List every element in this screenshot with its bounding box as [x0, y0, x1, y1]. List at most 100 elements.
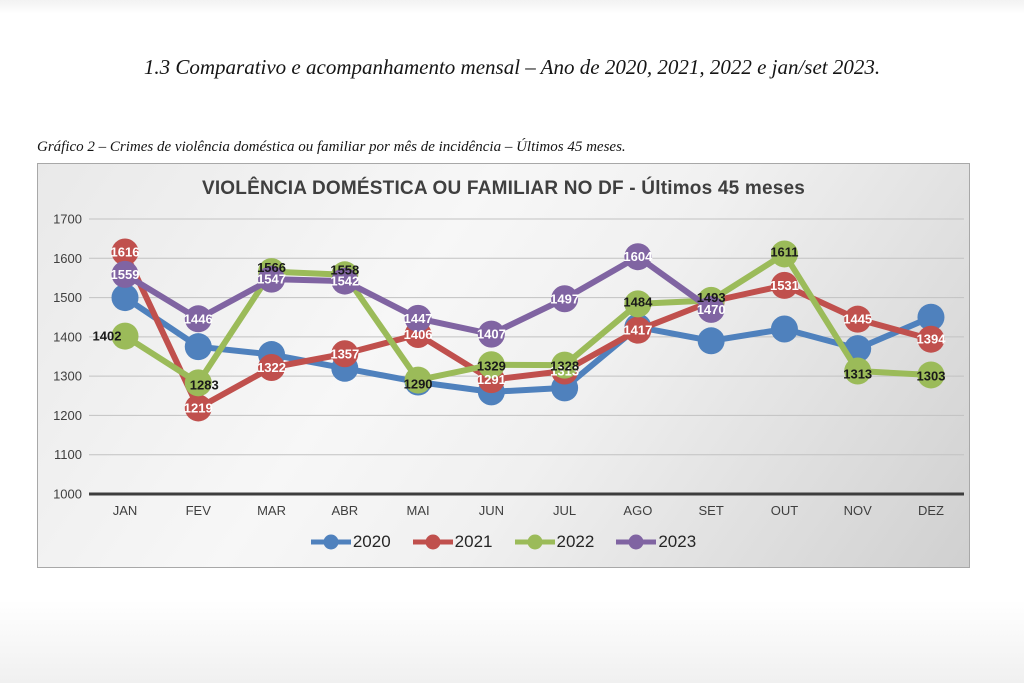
y-axis-label-1300: 1300 [53, 369, 82, 384]
data-label-2023-JUL: 1497 [550, 291, 579, 306]
data-label-2022-FEV: 1283 [190, 377, 219, 392]
data-point-2020-OUT [770, 315, 798, 343]
data-label-2023-ABR: 1542 [330, 274, 359, 289]
data-label-2022-NOV: 1313 [843, 367, 872, 382]
x-axis-label-MAR: MAR [257, 503, 286, 518]
data-label-2021-MAR: 1322 [257, 360, 286, 375]
data-point-2022-OUT [770, 240, 798, 268]
legend-marker-2022 [514, 534, 555, 550]
data-label-2022-ABR: 1558 [330, 262, 359, 277]
data-point-2023-SET [697, 295, 725, 323]
y-axis-label-1700: 1700 [53, 212, 82, 227]
data-point-2023-JUN [477, 320, 505, 348]
data-point-2022-JAN [111, 322, 139, 350]
legend-marker-2023 [616, 534, 657, 550]
data-label-2023-JUN: 1407 [477, 327, 506, 342]
page-top-shade [0, 0, 1024, 14]
legend-item-2022: 2022 [514, 532, 595, 552]
data-label-2021-NOV: 1445 [843, 312, 872, 327]
chart-legend: 2020 2021 2022 2023 [38, 532, 969, 552]
data-point-2022-DEZ [917, 361, 945, 389]
data-point-2023-ABR [331, 267, 359, 295]
data-point-2022-MAI [404, 366, 432, 394]
x-axis-label-AGO: AGO [623, 503, 652, 518]
data-label-2022-AGO: 1484 [623, 294, 653, 309]
chart-frame: VIOLÊNCIA DOMÉSTICA OU FAMILIAR NO DF - … [37, 163, 970, 568]
data-label-2021-JUL: 1313 [550, 364, 579, 379]
y-axis-label-1000: 1000 [53, 487, 82, 502]
x-axis-label-ABR: ABR [331, 503, 358, 518]
data-point-2021-JAN [111, 238, 139, 266]
data-point-2020-JAN [111, 284, 139, 312]
section-heading: 1.3 Comparativo e acompanhamento mensal … [143, 55, 881, 79]
legend-item-2021: 2021 [412, 532, 493, 552]
data-label-2022-JUL: 1328 [550, 359, 579, 374]
y-axis-label-1100: 1100 [54, 447, 82, 462]
data-point-2022-FEV [184, 369, 212, 397]
x-axis-label-DEZ: DEZ [918, 503, 944, 518]
data-label-2021-ABR: 1357 [330, 346, 359, 361]
x-axis-label-JAN: JAN [113, 503, 138, 518]
data-point-2022-AGO [624, 290, 652, 318]
data-point-2022-JUL [551, 351, 579, 379]
data-point-2020-DEZ [917, 303, 945, 331]
data-point-2023-FEV [184, 305, 212, 333]
data-label-2021-OUT: 1531 [770, 278, 799, 293]
data-label-2023-FEV: 1446 [184, 311, 213, 326]
data-label-2021-JAN: 1616 [111, 245, 140, 260]
data-point-2023-MAR [258, 265, 286, 293]
chart-title: VIOLÊNCIA DOMÉSTICA OU FAMILIAR NO DF - … [201, 178, 806, 199]
data-point-2021-NOV [844, 305, 872, 333]
data-point-2021-MAR [258, 354, 286, 381]
data-point-2021-DEZ [917, 325, 945, 353]
data-point-2023-MAI [404, 304, 432, 332]
legend-label-2021: 2021 [454, 532, 493, 551]
x-axis-label-OUT: OUT [771, 503, 799, 518]
data-point-2021-OUT [770, 271, 798, 299]
data-label-2022-MAI: 1290 [404, 377, 433, 392]
x-axis-label-NOV: NOV [844, 503, 873, 518]
legend-item-2020: 2020 [310, 532, 391, 552]
x-axis-label-SET: SET [699, 503, 724, 518]
plot-area: 1700 1600 1500 1400 1300 1200 1100 1000 JAN FEV MA… [53, 212, 964, 518]
y-axis-label-1400: 1400 [53, 329, 82, 344]
legend-marker-2020 [310, 534, 351, 550]
data-label-2023-AGO: 1604 [623, 249, 653, 264]
data-label-2021-FEV: 1219 [184, 400, 213, 415]
data-point-2021-FEV [184, 394, 212, 422]
data-label-2021-DEZ: 1394 [917, 332, 947, 347]
data-point-2022-JUN [477, 351, 505, 379]
x-axis-label-JUN: JUN [479, 503, 504, 518]
data-point-2021-ABR [331, 340, 359, 368]
data-point-2023-JAN [111, 260, 139, 288]
data-label-2022-SET: 1493 [697, 290, 726, 305]
data-point-2022-NOV [844, 357, 872, 385]
data-point-2023-AGO [624, 243, 652, 271]
data-label-2023-SET: 1470 [697, 302, 726, 317]
legend-label-2023: 2023 [658, 532, 697, 551]
figure-caption: Gráfico 2 – Crimes de violência doméstic… [37, 139, 626, 155]
y-axis-label-1600: 1600 [53, 251, 82, 266]
data-point-2021-AGO [624, 316, 652, 344]
series-2022-line [122, 250, 934, 386]
data-label-2023-MAI: 1447 [404, 311, 433, 326]
data-label-2022-DEZ: 1303 [917, 368, 946, 383]
legend-label-2020: 2020 [352, 532, 391, 551]
data-label-2023-MAR: 1547 [257, 272, 286, 287]
legend-label-2022: 2022 [556, 532, 595, 551]
data-point-2020-FEV [184, 333, 212, 361]
y-axis-label-1200: 1200 [53, 408, 82, 423]
y-axis-label-1500: 1500 [53, 290, 82, 305]
legend-marker-2021 [412, 534, 453, 550]
data-label-2021-AGO: 1417 [623, 323, 652, 338]
data-label-2022-JAN: 1402 [93, 329, 122, 344]
x-axis-label-JUL: JUL [553, 503, 576, 518]
data-point-2020-SET [697, 327, 725, 355]
x-axis-label-MAI: MAI [407, 503, 430, 518]
legend-item-2023: 2023 [616, 532, 696, 552]
data-label-2022-MAR: 1566 [257, 260, 286, 275]
data-label-2021-MAI: 1406 [404, 327, 433, 342]
data-point-2023-JUL [551, 285, 579, 313]
data-label-2022-JUN: 1329 [477, 358, 506, 373]
x-axis-label-FEV: FEV [186, 503, 212, 518]
